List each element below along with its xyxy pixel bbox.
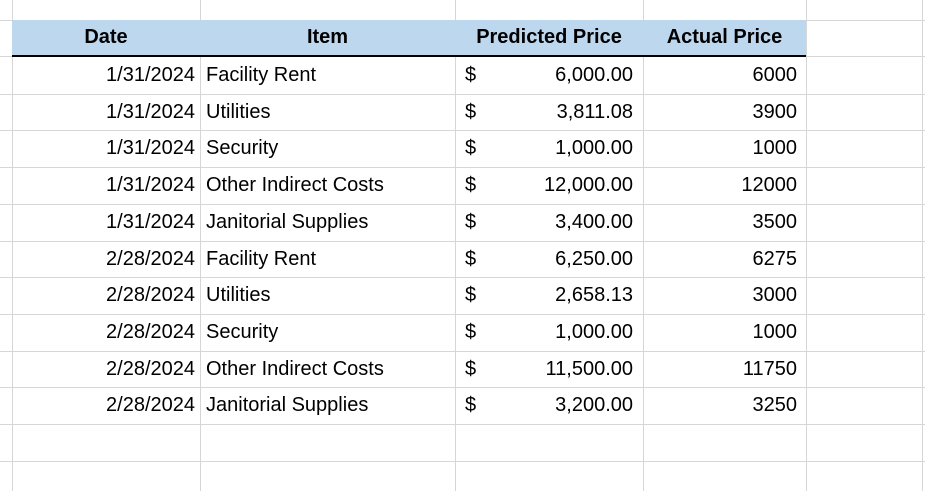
gridline-vertical: [200, 0, 201, 491]
cell-predicted-price[interactable]: $ 11,500.00: [455, 351, 643, 388]
predicted-amount: 3,400.00: [555, 210, 633, 233]
cell-item[interactable]: Utilities: [206, 284, 271, 307]
cell-predicted-price[interactable]: $ 1,000.00: [455, 314, 643, 351]
cell-date[interactable]: 1/31/2024: [106, 100, 195, 123]
header-cell-predicted-price[interactable]: Predicted Price: [476, 26, 622, 48]
gridline-horizontal: [0, 314, 925, 315]
cell-predicted-price[interactable]: $ 6,000.00: [455, 57, 643, 94]
currency-symbol: $: [465, 174, 477, 197]
currency-symbol: $: [465, 357, 477, 380]
table-row: 1/31/2024 Utilities $ 3,811.08 3900: [12, 94, 806, 131]
cell-actual-price[interactable]: 6275: [752, 247, 798, 270]
cell-predicted-price[interactable]: $ 2,658.13: [455, 277, 643, 314]
cell-actual-price[interactable]: 1000: [752, 320, 798, 343]
cell-date[interactable]: 1/31/2024: [106, 137, 195, 160]
cell-date[interactable]: 1/31/2024: [106, 64, 195, 86]
gridline-horizontal: [0, 461, 925, 462]
predicted-amount: 3,811.08: [556, 100, 633, 123]
cell-date[interactable]: 2/28/2024: [106, 320, 195, 343]
header-cell-date[interactable]: Date: [84, 26, 128, 48]
cell-item[interactable]: Facility Rent: [206, 247, 317, 270]
gridline-vertical: [455, 0, 456, 491]
cell-predicted-price[interactable]: $ 12,000.00: [455, 167, 643, 204]
cell-item[interactable]: Utilities: [206, 100, 271, 123]
gridline-horizontal: [0, 94, 925, 95]
cell-actual-price[interactable]: 12000: [741, 174, 797, 197]
cell-item[interactable]: Other Indirect Costs: [206, 174, 384, 197]
header-cell-item[interactable]: Item: [306, 26, 349, 48]
cell-predicted-price[interactable]: $ 6,250.00: [455, 241, 643, 278]
table-row: 1/31/2024 Security $ 1,000.00 1000: [12, 130, 806, 167]
gridline-horizontal: [0, 424, 925, 425]
gridline-horizontal: [0, 204, 925, 205]
table-header: Date Item Predicted Price Actual Price: [12, 20, 806, 57]
cell-date[interactable]: 1/31/2024: [106, 174, 195, 197]
cell-actual-price[interactable]: 3900: [752, 100, 798, 123]
table-row: 1/31/2024 Janitorial Supplies $ 3,400.00…: [12, 204, 806, 241]
cell-actual-price[interactable]: 1000: [752, 137, 798, 160]
currency-symbol: $: [465, 247, 477, 270]
cell-actual-price[interactable]: 6000: [752, 64, 798, 86]
gridline-horizontal: [0, 130, 925, 131]
predicted-amount: 1,000.00: [555, 320, 633, 343]
table-row: 2/28/2024 Security $ 1,000.00 1000: [12, 314, 806, 351]
currency-symbol: $: [465, 64, 477, 86]
gridline-horizontal: [0, 241, 925, 242]
gridline-horizontal: [0, 351, 925, 352]
gridline-horizontal: [0, 277, 925, 278]
gridline-vertical: [806, 0, 807, 491]
gridline-vertical: [922, 0, 923, 491]
cell-item[interactable]: Janitorial Supplies: [206, 394, 369, 417]
cell-predicted-price[interactable]: $ 3,400.00: [455, 204, 643, 241]
currency-symbol: $: [465, 394, 477, 417]
currency-symbol: $: [465, 284, 477, 307]
predicted-amount: 12,000.00: [544, 174, 633, 197]
cell-date[interactable]: 2/28/2024: [106, 247, 195, 270]
cell-actual-price[interactable]: 3000: [752, 284, 798, 307]
table-row: 2/28/2024 Utilities $ 2,658.13 3000: [12, 277, 806, 314]
currency-symbol: $: [465, 100, 477, 123]
cell-date[interactable]: 2/28/2024: [106, 394, 195, 417]
table-row: 1/31/2024 Facility Rent $ 6,000.00 6000: [12, 57, 806, 94]
cell-item[interactable]: Janitorial Supplies: [206, 210, 369, 233]
cell-predicted-price[interactable]: $ 3,811.08: [455, 94, 643, 131]
gridline-vertical: [12, 0, 13, 491]
predicted-amount: 11,500.00: [545, 357, 634, 380]
gridline-horizontal: [0, 387, 925, 388]
cell-actual-price[interactable]: 3250: [752, 394, 798, 417]
table-row: 2/28/2024 Other Indirect Costs $ 11,500.…: [12, 351, 806, 388]
predicted-amount: 2,658.13: [555, 284, 633, 307]
cell-date[interactable]: 2/28/2024: [106, 357, 195, 380]
predicted-amount: 1,000.00: [555, 137, 633, 160]
currency-symbol: $: [465, 137, 477, 160]
cell-actual-price[interactable]: 3500: [752, 210, 798, 233]
cell-date[interactable]: 2/28/2024: [106, 284, 195, 307]
table-row: 2/28/2024 Facility Rent $ 6,250.00 6275: [12, 241, 806, 278]
table-row: 2/28/2024 Janitorial Supplies $ 3,200.00…: [12, 387, 806, 424]
cell-predicted-price[interactable]: $ 1,000.00: [455, 130, 643, 167]
currency-symbol: $: [465, 320, 477, 343]
gridline-horizontal: [0, 167, 925, 168]
gridline-vertical: [643, 0, 644, 491]
cell-item[interactable]: Security: [206, 320, 279, 343]
table-row: 1/31/2024 Other Indirect Costs $ 12,000.…: [12, 167, 806, 204]
cell-predicted-price[interactable]: $ 3,200.00: [455, 387, 643, 424]
predicted-amount: 6,250.00: [555, 247, 633, 270]
cell-item[interactable]: Other Indirect Costs: [206, 357, 384, 380]
predicted-amount: 6,000.00: [555, 64, 633, 86]
predicted-amount: 3,200.00: [555, 394, 633, 417]
cell-actual-price[interactable]: 11750: [742, 357, 797, 380]
header-cell-actual-price[interactable]: Actual Price: [666, 26, 783, 48]
currency-symbol: $: [465, 210, 477, 233]
cell-item[interactable]: Facility Rent: [206, 64, 317, 86]
cell-item[interactable]: Security: [206, 137, 279, 160]
cell-date[interactable]: 1/31/2024: [106, 210, 195, 233]
